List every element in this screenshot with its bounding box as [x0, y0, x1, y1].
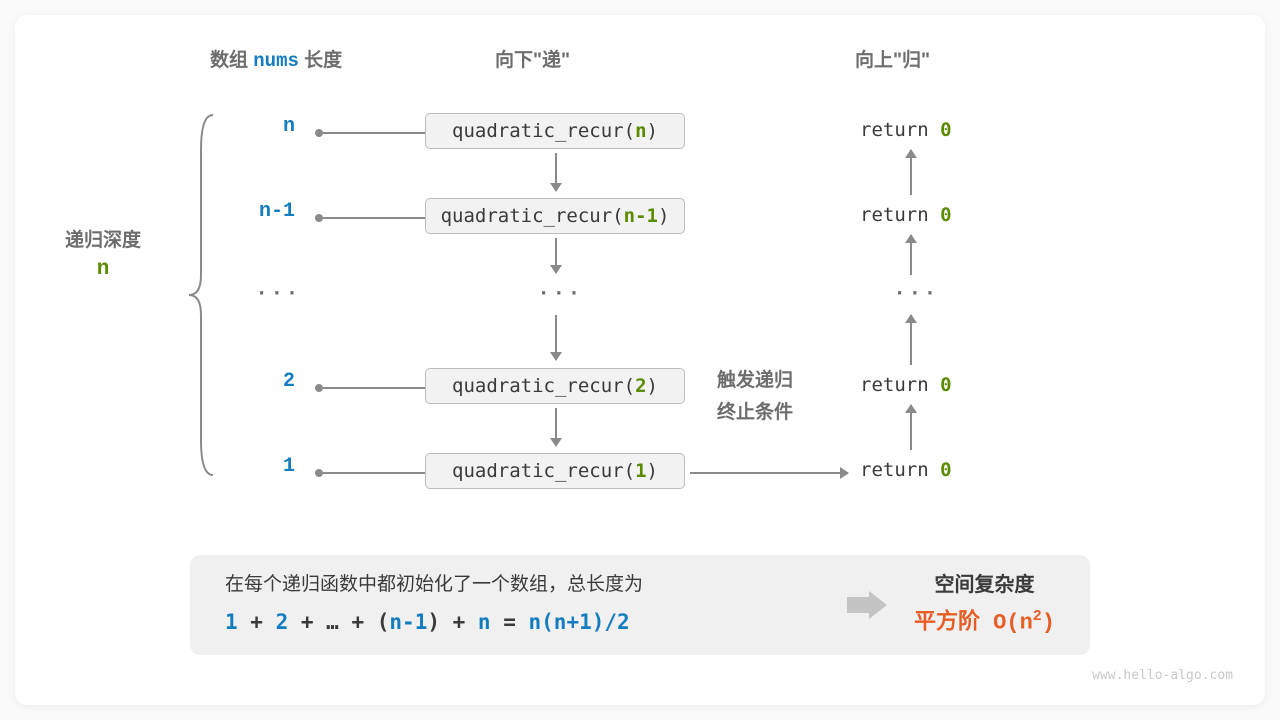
watermark: www.hello-algo.com: [1092, 668, 1233, 683]
connector-line: [323, 132, 425, 134]
summary-box: 在每个递归函数中都初始化了一个数组，总长度为 1 + 2 + … + (n-1)…: [190, 555, 1090, 655]
func-box-2: quadratic_recur(2): [425, 368, 685, 404]
big-arrow-icon: [845, 589, 889, 621]
func-box-1: quadratic_recur(1): [425, 453, 685, 489]
arrow-right-icon: [690, 472, 848, 474]
connector-dot: [315, 469, 323, 477]
complexity-label: 空间复杂度 平方阶 O(n2): [914, 567, 1055, 643]
dots-return: ···: [893, 281, 939, 306]
header-col2: 向下"递": [495, 45, 570, 72]
arrow-up-icon: [910, 315, 912, 365]
func-box-n1: quadratic_recur(n-1): [425, 198, 685, 234]
connector-line: [323, 217, 425, 219]
header-col1: 数组 nums 长度: [210, 45, 342, 72]
return-n1: return 0: [860, 204, 952, 226]
func-box-n: quadratic_recur(n): [425, 113, 685, 149]
dots-nums: ···: [255, 281, 301, 306]
connector-line: [323, 387, 425, 389]
header-col3: 向上"归": [855, 45, 930, 72]
dots-func: ···: [537, 281, 583, 306]
connector-dot: [315, 214, 323, 222]
arrow-up-icon: [910, 235, 912, 275]
arrow-up-icon: [910, 405, 912, 450]
arrow-down-icon: [555, 408, 557, 446]
depth-label: 递归深度 n: [65, 225, 141, 281]
brace-icon: [185, 110, 215, 480]
arrow-down-icon: [555, 238, 557, 273]
return-2: return 0: [860, 374, 952, 396]
return-1: return 0: [860, 459, 952, 481]
connector-dot: [315, 384, 323, 392]
arrow-up-icon: [910, 150, 912, 195]
connector-line: [323, 472, 425, 474]
arrow-down-icon: [555, 153, 557, 191]
arrow-down-icon: [555, 315, 557, 360]
return-n: return 0: [860, 119, 952, 141]
nums-n: n: [245, 115, 295, 138]
connector-dot: [315, 129, 323, 137]
nums-1: 1: [245, 455, 295, 478]
nums-2: 2: [245, 370, 295, 393]
termination-label: 触发递归 终止条件: [717, 365, 793, 430]
diagram-container: 数组 nums 长度 向下"递" 向上"归" 递归深度 n n quadrati…: [15, 15, 1265, 705]
summary-text: 在每个递归函数中都初始化了一个数组，总长度为 1 + 2 + … + (n-1)…: [225, 567, 820, 643]
nums-n1: n-1: [245, 200, 295, 223]
